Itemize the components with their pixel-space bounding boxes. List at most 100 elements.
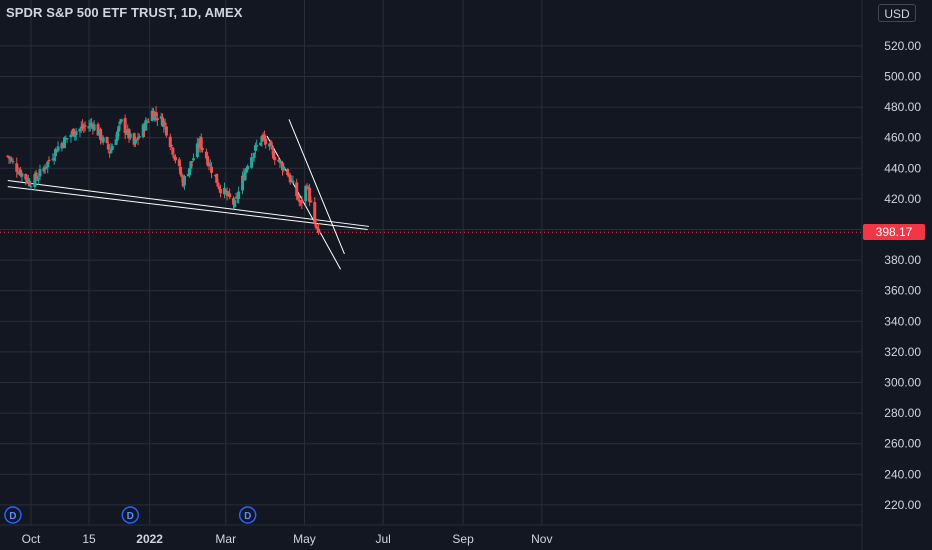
- candle: [73, 134, 77, 141]
- candle-body: [101, 137, 105, 143]
- candle-body: [177, 159, 181, 166]
- candle-body: [146, 121, 150, 123]
- candle-body: [226, 192, 230, 194]
- candle-body: [255, 145, 259, 147]
- candle: [123, 114, 127, 140]
- candle-body: [29, 186, 33, 188]
- candle: [308, 183, 312, 207]
- dividend-marker[interactable]: D: [238, 506, 257, 524]
- dividend-marker[interactable]: D: [121, 506, 140, 524]
- candle-body: [74, 131, 78, 135]
- candle: [106, 141, 110, 153]
- candle-body: [297, 199, 301, 202]
- candle-body: [186, 174, 190, 177]
- y-tick-label: 320.00: [884, 345, 921, 359]
- candle-body: [128, 133, 132, 139]
- candle-body: [132, 133, 136, 145]
- candle-body: [124, 133, 128, 135]
- candle: [273, 152, 277, 166]
- candle: [313, 197, 317, 226]
- candle-body: [315, 227, 319, 229]
- candle: [92, 120, 96, 132]
- candle: [179, 162, 183, 177]
- dividend-marker-circle[interactable]: [121, 506, 140, 524]
- candle: [10, 156, 14, 162]
- candle-body: [106, 144, 110, 150]
- candle: [105, 136, 109, 145]
- trendline[interactable]: [7, 180, 370, 227]
- candle-body: [281, 163, 285, 171]
- candle-body: [155, 118, 159, 121]
- candle-body: [136, 137, 140, 140]
- candle: [309, 196, 313, 203]
- candle-body: [206, 156, 210, 166]
- candle-body: [171, 147, 175, 155]
- candle: [216, 178, 220, 188]
- candle: [29, 181, 33, 191]
- candle: [34, 169, 38, 182]
- candle-body: [52, 157, 56, 161]
- dividend-marker[interactable]: D: [4, 506, 22, 524]
- candle-body: [269, 141, 273, 146]
- candle-body: [24, 173, 28, 180]
- candle: [15, 157, 19, 178]
- current-price-tag: 398.17: [863, 224, 925, 240]
- candle: [144, 117, 148, 131]
- trendline[interactable]: [266, 135, 341, 270]
- dividend-marker-circle[interactable]: [238, 506, 257, 524]
- candle: [46, 161, 50, 174]
- candle-body: [308, 187, 312, 202]
- trendlines: [0, 119, 862, 270]
- candle: [288, 172, 292, 185]
- candle: [250, 153, 254, 169]
- candle: [171, 146, 175, 157]
- candles: [6, 106, 321, 235]
- candle: [189, 161, 193, 172]
- candle-body: [270, 146, 274, 150]
- candle: [83, 121, 87, 132]
- candle: [7, 155, 11, 164]
- candle: [55, 150, 59, 153]
- trendline[interactable]: [288, 119, 345, 255]
- dividend-marker-circle[interactable]: [4, 506, 22, 524]
- trendline[interactable]: [7, 186, 368, 230]
- candle-body: [88, 123, 92, 127]
- candle: [99, 127, 103, 145]
- candle: [286, 168, 290, 177]
- candle-body: [114, 139, 118, 145]
- candle-body: [53, 149, 57, 157]
- candle-body: [65, 138, 69, 140]
- candle-body: [261, 134, 265, 138]
- currency-button[interactable]: USD: [878, 4, 916, 22]
- candle: [43, 163, 47, 174]
- y-tick-label: 340.00: [884, 314, 921, 328]
- candle-body: [20, 173, 24, 177]
- dividend-marker-label: D: [244, 511, 251, 522]
- candle-body: [78, 128, 82, 132]
- candle-body: [252, 152, 256, 158]
- candle: [296, 193, 300, 201]
- candle: [182, 174, 186, 190]
- candle: [42, 165, 46, 174]
- candle: [237, 186, 241, 204]
- y-tick-label: 280.00: [884, 406, 921, 420]
- candle: [155, 113, 159, 127]
- candle-body: [105, 137, 109, 144]
- candle: [117, 124, 121, 136]
- candle: [251, 157, 255, 163]
- candle-body: [291, 180, 295, 183]
- candle-body: [182, 176, 186, 186]
- candle-body: [317, 228, 321, 233]
- candle-body: [309, 200, 313, 203]
- y-tick-label: 500.00: [884, 70, 921, 84]
- candle-body: [137, 136, 141, 138]
- y-tick-label: 420.00: [884, 192, 921, 206]
- candle-body: [233, 200, 237, 207]
- candle: [173, 154, 177, 164]
- candle-body: [123, 118, 127, 134]
- candle-body: [215, 173, 219, 183]
- candle-body: [180, 174, 184, 177]
- candle: [133, 136, 137, 147]
